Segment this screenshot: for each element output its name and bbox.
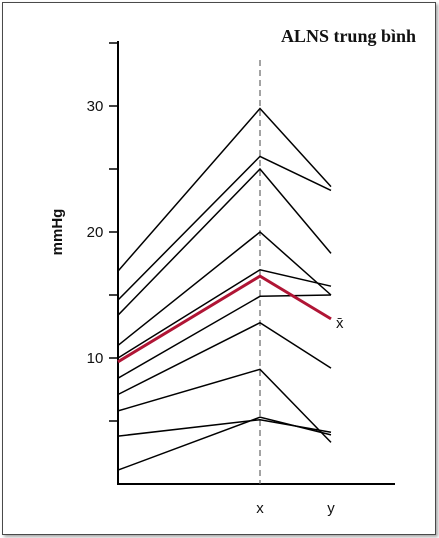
chart-frame <box>2 2 436 535</box>
series-line <box>117 418 332 437</box>
series-line <box>117 155 332 301</box>
series-line <box>117 167 332 316</box>
series-line <box>117 231 332 346</box>
y-tick-label: 20 <box>87 224 104 241</box>
series-line <box>117 107 332 272</box>
series-line <box>117 321 332 396</box>
series-line <box>117 416 332 471</box>
series-line <box>117 368 332 443</box>
series-lines <box>117 107 332 471</box>
y-tick-label: 10 <box>87 350 104 367</box>
series-line <box>117 294 332 379</box>
series-line <box>117 268 332 359</box>
y-tick-label: 30 <box>87 98 104 115</box>
mean-annotation: x̄ <box>336 315 344 332</box>
mean-series <box>117 274 332 364</box>
y-axis-label: mmHg <box>49 209 66 256</box>
mean-line <box>117 274 332 364</box>
x-tick-label: x <box>256 500 264 517</box>
chart-title: ALNS trung bình <box>281 26 416 46</box>
x-tick-label: y <box>327 500 335 517</box>
axes: 10 20 30 x y <box>87 41 395 517</box>
